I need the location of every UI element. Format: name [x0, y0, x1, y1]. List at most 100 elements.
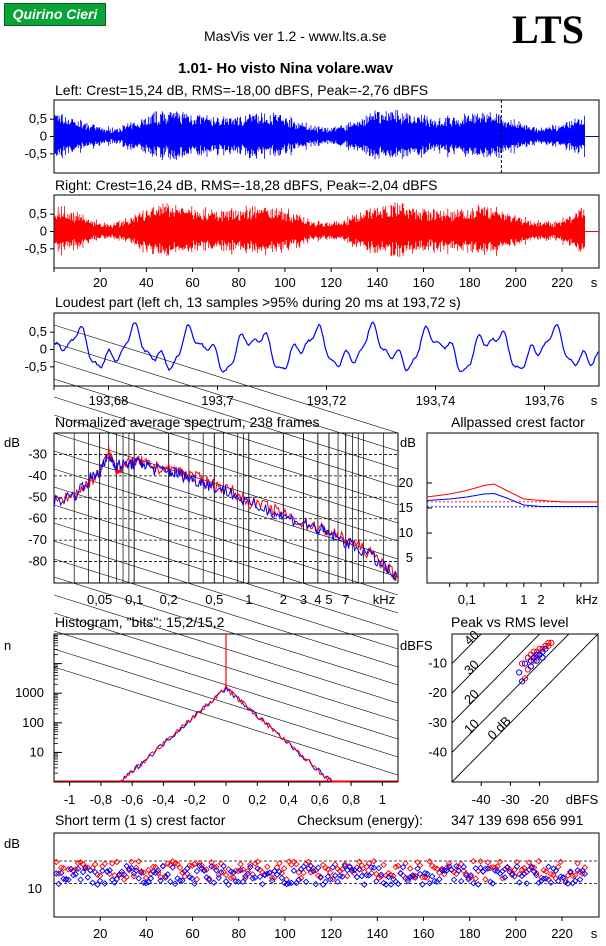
spectrum-x-tick-label: 7	[342, 592, 349, 607]
diagonal-crest-line	[451, 633, 482, 664]
x-unit-label: s	[591, 393, 598, 408]
crest-point	[438, 867, 446, 874]
spectrum-x-tick-label: 3	[300, 592, 307, 607]
crest-point	[441, 870, 448, 878]
crest-point	[312, 880, 320, 888]
crest-point	[213, 866, 220, 874]
crest-point	[484, 859, 492, 866]
crest-point	[244, 867, 252, 875]
histogram-x-tick-label: 0,6	[311, 792, 329, 807]
allpass-y-tick-label: 20	[399, 475, 413, 490]
peakrms-point	[533, 651, 540, 658]
crest-point	[79, 868, 87, 876]
loudest-part-line	[54, 321, 599, 373]
crest-point	[84, 874, 92, 881]
spectrum-slope-line	[53, 558, 399, 668]
crest-point	[516, 870, 523, 878]
crest-point	[394, 862, 402, 870]
histogram-x-tick-label: -0,8	[90, 792, 112, 807]
spectrum-x-unit-label: kHz	[373, 592, 395, 607]
x-unit-label: s	[591, 275, 598, 290]
crest-frame	[53, 832, 600, 918]
crest-point	[394, 880, 402, 888]
crest-point	[499, 868, 506, 875]
histogram-x-tick-label: -0,4	[152, 792, 174, 807]
crest-point	[339, 866, 346, 873]
crest-point	[545, 863, 552, 871]
spectrum-slope-line	[53, 486, 399, 596]
crest-point	[324, 865, 332, 873]
crest-point	[230, 874, 237, 881]
crest-point	[533, 869, 540, 877]
crest-point	[445, 860, 453, 867]
spectrum-x-tick-label: 2	[280, 592, 287, 607]
spectrum-y-tick-label: -50	[28, 489, 47, 504]
crest-point	[314, 864, 322, 871]
crest-point	[329, 864, 336, 871]
crest-point	[225, 881, 232, 888]
crest-point	[472, 875, 480, 882]
crest-point	[535, 858, 543, 865]
crest-point	[91, 868, 99, 876]
short-term-crest-chart: dB 10 20 40 60 80 100 120 140 160 180 200 220 s	[4, 832, 600, 941]
crest-point	[521, 870, 528, 878]
crest-point	[135, 858, 143, 865]
crest-point	[380, 861, 387, 869]
allpass-y-tick-label: 10	[399, 525, 413, 540]
x-tick-label: 200	[505, 275, 527, 290]
x-tick-label: 193,76	[525, 393, 565, 408]
y-tick-label: 0,5	[29, 111, 47, 126]
crest-point	[387, 881, 395, 888]
crest-point	[147, 875, 155, 882]
crest-point	[276, 868, 283, 875]
crest-point	[53, 870, 60, 877]
crest-x-tick-label: 20	[93, 926, 107, 941]
file-title: 1.01- Ho visto Nina volare.wav	[178, 60, 394, 77]
diagonal-crest-label: 40	[461, 627, 482, 648]
crest-point	[576, 876, 584, 883]
spectrum-x-tick-label: 0,05	[87, 592, 112, 607]
crest-point	[499, 875, 506, 882]
spectrum-x-tick-label: 0,2	[160, 592, 178, 607]
x-tick-label: 80	[232, 275, 246, 290]
crest-point	[470, 857, 477, 865]
crest-point	[365, 872, 373, 879]
crest-point	[457, 877, 465, 885]
histogram-y-tick-label: 10	[30, 744, 44, 759]
crest-point	[474, 881, 482, 888]
crest-point	[363, 871, 370, 879]
waveform-envelope	[54, 109, 585, 161]
crest-point	[365, 859, 373, 867]
crest-point	[559, 874, 567, 881]
peakrms-point	[524, 654, 532, 661]
crest-point	[280, 865, 288, 872]
crest-point	[205, 876, 213, 884]
crest-x-tick-label: 140	[366, 926, 388, 941]
crest-point	[249, 875, 256, 882]
crest-point	[341, 862, 349, 870]
crest-point	[247, 863, 254, 871]
waveform-envelope	[54, 202, 585, 258]
crest-point	[358, 862, 366, 869]
crest-point	[157, 874, 164, 881]
crest-point	[436, 875, 443, 883]
diagonal-crest-label: 20	[461, 686, 482, 707]
spectrum-series-line	[53, 455, 398, 581]
crest-point	[523, 880, 530, 887]
spectrum-slope-line	[53, 360, 399, 470]
crest-point	[205, 875, 213, 882]
allpass-x-tick-label: 1	[520, 592, 527, 607]
crest-point	[319, 881, 327, 888]
peakrms-point	[521, 660, 529, 667]
diagonal-crest-line	[451, 633, 570, 753]
crest-point	[542, 875, 550, 882]
diagonal-crest-line	[451, 633, 540, 724]
crest-point	[518, 866, 526, 873]
peakrms-y-tick-label: -20	[428, 685, 447, 700]
crest-point	[402, 860, 409, 867]
spectrum-slope-line	[53, 342, 399, 452]
crest-point	[293, 860, 300, 868]
crest-point	[521, 864, 528, 872]
crest-point	[414, 865, 421, 872]
crest-point	[356, 866, 363, 873]
